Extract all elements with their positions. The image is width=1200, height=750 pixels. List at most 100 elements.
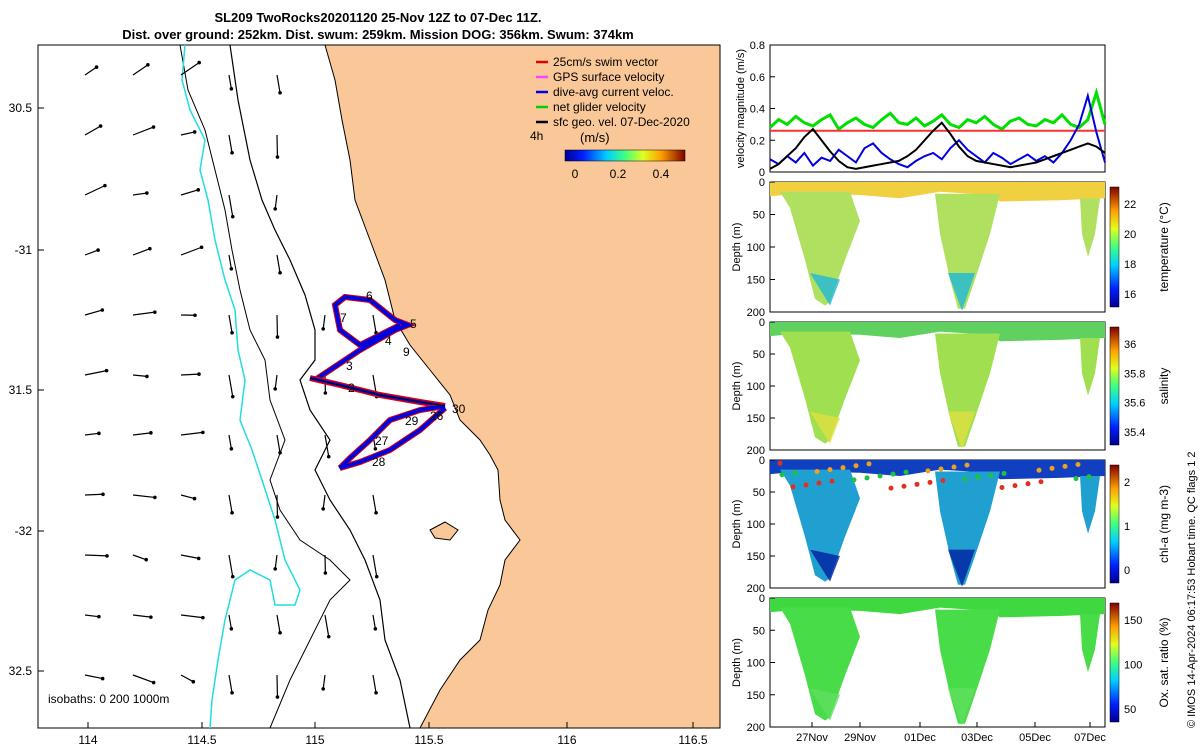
section-panel xyxy=(769,597,1106,728)
depth-tick: 150 xyxy=(747,690,765,702)
colorbar-tick: 150 xyxy=(1124,615,1142,627)
date-tick: 05Dec xyxy=(1019,732,1051,744)
colorbar-label: chl-a (mg m-3) xyxy=(1157,485,1171,563)
glider-track xyxy=(309,293,447,471)
depth-tick: 200 xyxy=(747,722,765,734)
colorbar-tick: 50 xyxy=(1124,704,1136,716)
colorbar-tick: 0 xyxy=(1124,565,1130,577)
map-panel: 6 7 5 49 3 2 30 26 29 27 28 25cm/s swim vectorGPS … xyxy=(9,44,721,747)
island xyxy=(429,521,459,541)
colorbar-unit: (m/s) xyxy=(580,130,610,145)
depth-tick: 0 xyxy=(759,177,765,189)
colorbar-tick: 16 xyxy=(1124,289,1136,301)
map-x-tick: 116.5 xyxy=(678,733,707,747)
map-y-tick: 30.5 xyxy=(9,101,33,115)
depth-tick: 50 xyxy=(753,487,765,499)
legend-entry: GPS surface velocity xyxy=(553,70,664,84)
colorbar-tick: 22 xyxy=(1124,199,1136,211)
colorbar-tag: 4h xyxy=(530,129,543,143)
date-tick: 03Dec xyxy=(961,732,993,744)
velocity-series-line xyxy=(769,121,1106,170)
colorbar-tick: 35.4 xyxy=(1124,427,1145,439)
track-label: 6 xyxy=(366,289,373,303)
colorbar-tick: 1 xyxy=(1124,521,1130,533)
depth-tick: 0 xyxy=(759,455,765,467)
depth-tick: 150 xyxy=(747,275,765,287)
depth-tick: 50 xyxy=(753,210,765,222)
depth-tick: 100 xyxy=(747,519,765,531)
map-y-tick: 31.5 xyxy=(9,383,33,397)
section-colorbar xyxy=(1109,602,1120,723)
section-panel xyxy=(769,459,1106,589)
map-x-tick: 114 xyxy=(78,733,97,747)
track-label: 9 xyxy=(403,345,410,359)
track-label: 26 xyxy=(430,409,444,423)
colorbar-label: temperature (°C) xyxy=(1157,202,1171,292)
colorbar-tick: 100 xyxy=(1124,660,1142,672)
isobath-label: isobaths: 0 200 1000m xyxy=(48,692,169,706)
legend-entry: net glider velocity xyxy=(553,100,646,114)
legend-entry: dive-avg current veloc. xyxy=(553,85,674,99)
geostrophic-vector-field xyxy=(84,60,379,699)
map-axes: 114 114.5 115 115.5 116 116.530.5-3131.5-3232… xyxy=(9,101,708,747)
velocity-y-tick: 0 xyxy=(759,167,765,179)
isobath-1000m xyxy=(179,44,351,729)
colorbar-tick: 20 xyxy=(1124,229,1136,241)
speed-colorbar xyxy=(564,149,686,162)
section-colorbar xyxy=(1109,186,1120,308)
depth-tick: 200 xyxy=(747,583,765,595)
colorbar-tick: 2 xyxy=(1124,477,1130,489)
colorbar-tick: 0.4 xyxy=(653,167,670,181)
depth-ylabel: Depth (m) xyxy=(731,223,743,272)
map-x-tick: 116 xyxy=(557,733,576,747)
depth-tick: 0 xyxy=(759,593,765,605)
colorbar-tick: 36 xyxy=(1124,339,1136,351)
velocity-ylabel: velocity magnitude (m/s) xyxy=(735,49,747,168)
colorbar-tick: 0.2 xyxy=(610,167,627,181)
velocity-series-line xyxy=(769,91,1106,169)
velocity-y-tick: 0.2 xyxy=(750,135,765,147)
velocity-series-line xyxy=(768,87,1107,132)
track-label: 5 xyxy=(410,317,417,331)
track-label: 27 xyxy=(375,434,389,448)
map-x-tick: 115.5 xyxy=(414,733,443,747)
colorbar-tick: 0 xyxy=(572,167,579,181)
depth-tick: 0 xyxy=(759,317,765,329)
depth-tick: 200 xyxy=(747,445,765,457)
track-label: 7 xyxy=(340,311,347,325)
isobath-200m xyxy=(229,44,411,729)
depth-ylabel: Depth (m) xyxy=(731,638,743,687)
depth-tick: 100 xyxy=(747,381,765,393)
section-panel xyxy=(769,181,1106,313)
depth-tick: 50 xyxy=(753,349,765,361)
track-label: 30 xyxy=(452,402,466,416)
legend-entry: 25cm/s swim vector xyxy=(553,55,658,69)
depth-tick: 200 xyxy=(747,307,765,319)
date-tick: 01Dec xyxy=(904,732,936,744)
depth-tick: 50 xyxy=(753,625,765,637)
track-label: 3 xyxy=(346,359,353,373)
map-x-tick: 115 xyxy=(305,733,324,747)
colorbar-label: salinity xyxy=(1157,368,1171,405)
figure-title-line1: SL209 TwoRocks20201120 25-Nov 12Z to 07-… xyxy=(214,10,542,25)
legend-entry: sfc geo. vel. 07-Dec-2020 xyxy=(553,115,690,129)
track-labels: 6 7 5 49 3 2 30 26 29 27 28 xyxy=(340,289,466,469)
velocity-panel xyxy=(769,44,1106,173)
track-label: 29 xyxy=(405,414,419,428)
map-y-tick: 32.5 xyxy=(9,664,33,678)
depth-ylabel: Depth (m) xyxy=(731,362,743,411)
section-panel xyxy=(769,321,1106,451)
colorbar-tick: 35.6 xyxy=(1124,398,1145,410)
velocity-y-tick: 0.8 xyxy=(750,40,765,52)
date-tick: 27Nov xyxy=(796,732,828,744)
date-tick: 07Dec xyxy=(1074,732,1106,744)
track-label: 2 xyxy=(348,381,355,395)
depth-tick: 150 xyxy=(747,551,765,563)
date-tick: 29Nov xyxy=(844,732,876,744)
velocity-y-tick: 0.6 xyxy=(750,72,765,84)
velocity-y-tick: 0.4 xyxy=(750,104,765,116)
map-y-tick: -31 xyxy=(15,243,33,257)
map-y-tick: -32 xyxy=(15,524,33,538)
colorbar-label: Ox. sat. ratio (%) xyxy=(1157,617,1171,707)
